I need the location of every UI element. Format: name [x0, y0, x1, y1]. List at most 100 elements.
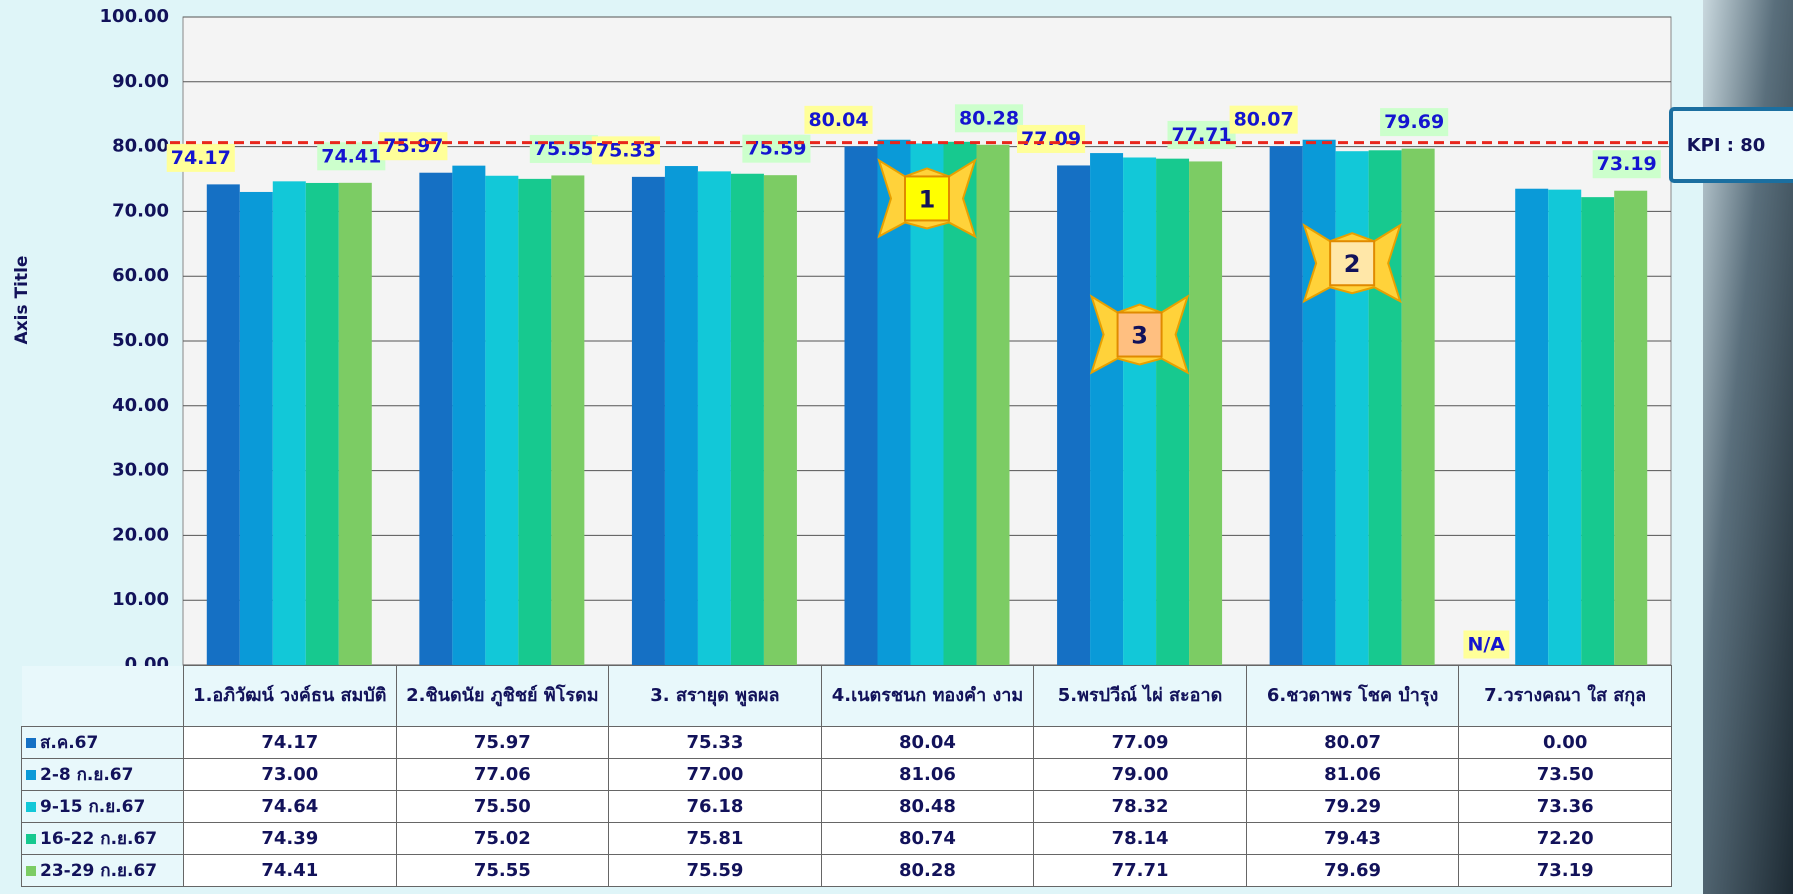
table-value: 73.36: [1459, 791, 1672, 823]
table-value: 79.29: [1246, 791, 1459, 823]
header-row: 1.อภิวัฒน์ วงค์ธน สมบัติ2.ชินดนัย ภูชิชย…: [22, 666, 1672, 727]
data-table: 1.อภิวัฒน์ วงค์ธน สมบัติ2.ชินดนัย ภูชิชย…: [21, 665, 1672, 887]
bar: [240, 192, 273, 665]
rank-badge-label: 2: [1344, 250, 1361, 278]
table-value: 0.00: [1459, 727, 1672, 759]
bar: [1189, 161, 1222, 665]
category-label: 7.วรางคณา ใส สกุล: [1459, 666, 1672, 727]
legend-cell: 16-22 ก.ย.67: [22, 823, 184, 855]
data-label: 79.69: [1384, 111, 1444, 133]
y-tick-label: 80.00: [112, 136, 169, 157]
table-value: 77.09: [1034, 727, 1247, 759]
bar: [1270, 146, 1303, 665]
rank-badge-label: 1: [919, 185, 936, 213]
table-value: 75.97: [396, 727, 609, 759]
table-value: 77.00: [609, 759, 822, 791]
bar: [1336, 151, 1369, 665]
bar: [518, 179, 551, 665]
corner-cell: [22, 666, 184, 727]
page: Axis Title 0.00 10.00 20.00 30.00 40.00 50.00…: [0, 0, 1793, 894]
data-label: 80.28: [959, 107, 1019, 129]
data-label: 80.07: [1234, 109, 1294, 131]
table-value: 75.33: [609, 727, 822, 759]
y-tick-label: 70.00: [112, 200, 169, 221]
bar: [731, 174, 764, 665]
legend-label: ส.ค.67: [40, 733, 98, 753]
legend-cell: 2-8 ก.ย.67: [22, 759, 184, 791]
category-label: 4.เนตรชนก ทองคำ งาม: [821, 666, 1034, 727]
bar: [845, 146, 878, 665]
table-value: 73.19: [1459, 855, 1672, 887]
table-value: 74.41: [184, 855, 397, 887]
table-value: 75.81: [609, 823, 822, 855]
data-label: 77.09: [1021, 128, 1081, 150]
legend-cell: 9-15 ก.ย.67: [22, 791, 184, 823]
y-tick-label: 20.00: [112, 524, 169, 545]
table-value: 80.07: [1246, 727, 1459, 759]
y-tick-label: 60.00: [112, 265, 169, 286]
bar: [1581, 197, 1614, 665]
bar: [306, 183, 339, 665]
table-value: 75.50: [396, 791, 609, 823]
y-tick-label: 90.00: [112, 71, 169, 92]
legend-label: 23-29 ก.ย.67: [40, 861, 157, 881]
legend-cell: ส.ค.67: [22, 727, 184, 759]
kpi-label: KPI : 80: [1687, 135, 1766, 156]
bar: [1515, 189, 1548, 665]
bar: [551, 175, 584, 665]
y-tick-label: 30.00: [112, 460, 169, 481]
table-value: 79.43: [1246, 823, 1459, 855]
bar: [1402, 149, 1435, 665]
bar: [419, 173, 452, 665]
table-value: 76.18: [609, 791, 822, 823]
bar: [1548, 190, 1581, 665]
bar: [1303, 140, 1336, 665]
table-value: 80.04: [821, 727, 1034, 759]
table-value: 75.55: [396, 855, 609, 887]
bar: [764, 175, 797, 665]
y-axis-title: Axis Title: [12, 256, 32, 345]
data-label: 75.59: [746, 138, 806, 160]
category-label: 2.ชินดนัย ภูชิชย์ พิโรดม: [396, 666, 609, 727]
data-label: 80.04: [808, 109, 868, 131]
category-label: 3. สรายุด พูลผล: [609, 666, 822, 727]
legend-cell: 23-29 ก.ย.67: [22, 855, 184, 887]
table-value: 81.06: [821, 759, 1034, 791]
legend-swatch: [26, 738, 36, 748]
table-value: 75.59: [609, 855, 822, 887]
table-value: 80.74: [821, 823, 1034, 855]
y-tick-label: 40.00: [112, 395, 169, 416]
data-label: 73.19: [1597, 153, 1657, 175]
table-value: 73.50: [1459, 759, 1672, 791]
y-tick-label: 50.00: [112, 330, 169, 351]
bar: [452, 166, 485, 665]
category-label: 1.อภิวัฒน์ วงค์ธน สมบัติ: [184, 666, 397, 727]
bar: [207, 184, 240, 665]
table-value: 78.14: [1034, 823, 1247, 855]
table-value: 81.06: [1246, 759, 1459, 791]
table-value: 74.64: [184, 791, 397, 823]
table-value: 72.20: [1459, 823, 1672, 855]
legend-swatch: [26, 866, 36, 876]
data-label: 75.97: [383, 135, 443, 157]
table-value: 74.39: [184, 823, 397, 855]
table-value: 78.32: [1034, 791, 1247, 823]
table-value: 74.17: [184, 727, 397, 759]
data-label: N/A: [1467, 634, 1505, 656]
bar: [698, 171, 731, 665]
y-tick-label: 10.00: [112, 589, 169, 610]
table-value: 79.00: [1034, 759, 1247, 791]
table-value: 77.06: [396, 759, 609, 791]
category-label: 6.ชวดาพร โชค บำรุง: [1246, 666, 1459, 727]
legend-label: 16-22 ก.ย.67: [40, 829, 157, 849]
bar: [1614, 191, 1647, 665]
table-value: 80.48: [821, 791, 1034, 823]
bar: [1090, 153, 1123, 665]
bar: [632, 177, 665, 665]
category-label: 5.พรปวีณ์ ไผ่ สะอาด: [1034, 666, 1247, 727]
bar: [485, 176, 518, 665]
